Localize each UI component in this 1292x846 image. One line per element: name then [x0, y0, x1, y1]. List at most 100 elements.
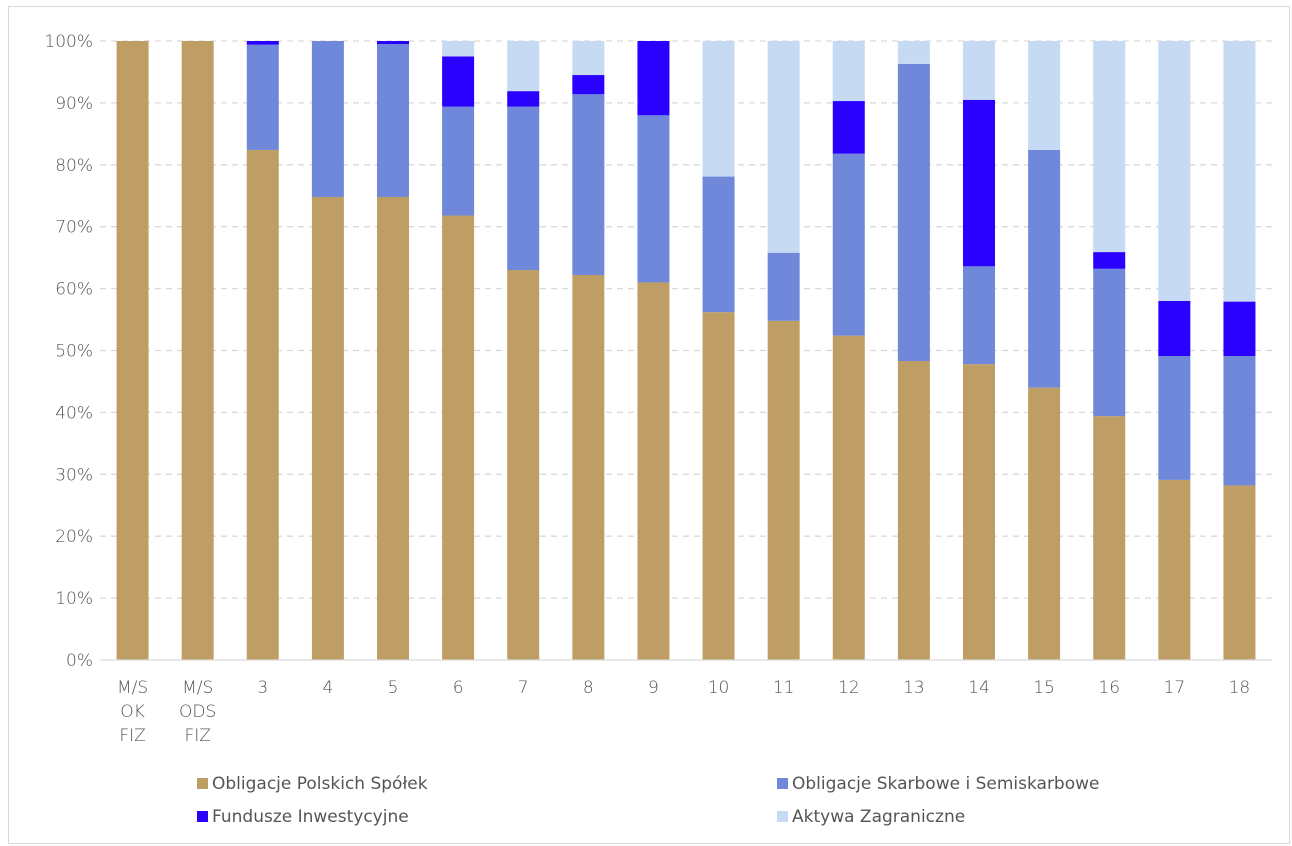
bar-segment — [1093, 268, 1126, 417]
y-tick-label: 20% — [55, 527, 93, 547]
bar-segment — [442, 41, 475, 57]
bar-segment — [832, 101, 865, 154]
bar-segment — [1028, 387, 1061, 660]
bar-segment — [1158, 356, 1191, 480]
x-tick-label: OK — [120, 702, 145, 722]
bar-segment — [442, 106, 475, 216]
bar-segment — [572, 41, 605, 76]
y-tick-label: 10% — [55, 589, 93, 609]
legend-label: Obligacje Skarbowe i Semiskarbowe — [792, 774, 1100, 794]
y-axis: 0% 10% 20% 30% 40% 50% 60% 70% 80% 90% 100% — [44, 32, 93, 671]
x-tick-label: 18 — [1229, 678, 1251, 698]
x-tick-label: 17 — [1164, 678, 1186, 698]
bar-segment — [246, 44, 279, 150]
x-tick-label: 12 — [838, 678, 860, 698]
bar-segment — [572, 75, 605, 95]
bar-segment — [637, 282, 670, 660]
y-tick-label: 70% — [55, 218, 93, 238]
bar-segment — [507, 106, 540, 271]
bar-segment — [963, 41, 995, 100]
bar-segment — [963, 364, 995, 660]
x-tick-label: 4 — [322, 678, 333, 698]
legend-swatch — [777, 811, 788, 822]
x-tick-label: 5 — [388, 678, 399, 698]
bar-segment — [1158, 41, 1191, 301]
x-tick-label: 16 — [1098, 678, 1120, 698]
bar-segment — [442, 56, 475, 107]
x-tick-label: 15 — [1033, 678, 1055, 698]
bar-segment — [377, 41, 409, 45]
bar-segment — [507, 91, 540, 107]
bar-segment — [897, 63, 930, 362]
x-tick-label: FIZ — [184, 726, 210, 746]
bar-segment — [311, 196, 344, 660]
bar-segment — [377, 196, 409, 660]
bar-segment — [1223, 356, 1256, 486]
legend-label: Aktywa Zagraniczne — [792, 807, 965, 827]
x-tick-label: 6 — [453, 678, 464, 698]
x-tick-label: ODS — [179, 702, 216, 722]
bar-segment — [767, 320, 800, 660]
x-tick-label: 9 — [648, 678, 659, 698]
y-tick-label: 40% — [55, 403, 93, 423]
bar-segment — [1223, 485, 1256, 660]
x-tick-label: 14 — [968, 678, 990, 698]
bar-segment — [767, 41, 800, 253]
bar-segment — [963, 266, 995, 365]
bar-segment — [767, 252, 800, 321]
y-tick-label: 30% — [55, 465, 93, 485]
x-tick-label: 11 — [773, 678, 795, 698]
bar-segment — [572, 274, 605, 660]
y-tick-label: 50% — [55, 342, 93, 362]
bar-segment — [897, 41, 930, 64]
bar-segment — [311, 41, 344, 197]
bar-segment — [832, 41, 865, 102]
bar-segment — [1093, 416, 1126, 660]
y-tick-label: 100% — [44, 32, 93, 52]
bar-segment — [637, 41, 670, 116]
bar-segment — [637, 115, 670, 283]
bar-segment — [507, 270, 540, 660]
legend-swatch — [197, 778, 208, 789]
bar-segment — [963, 99, 995, 267]
bar-segment — [507, 41, 540, 92]
bar-segment — [702, 41, 735, 177]
x-tick-label: M/S — [117, 678, 148, 698]
legend-swatch — [777, 778, 788, 789]
x-axis: M/S OK FIZ M/S ODS FIZ 3 4 5 6 7 8 9 10 11 12 13 14 15 16 17… — [100, 659, 1272, 746]
bar-segment — [572, 94, 605, 275]
y-tick-label: 60% — [55, 280, 93, 300]
bar-segment — [1158, 300, 1191, 357]
y-tick-label: 0% — [66, 651, 93, 671]
bar-segment — [442, 215, 475, 661]
y-tick-label: 80% — [55, 156, 93, 176]
y-tick-label: 90% — [55, 94, 93, 114]
x-tick-label: 10 — [708, 678, 730, 698]
x-tick-label: M/S — [182, 678, 213, 698]
bar-segment — [1223, 41, 1256, 302]
bar-segment — [832, 153, 865, 336]
bars — [116, 41, 1256, 661]
bar-segment — [1158, 479, 1191, 660]
x-tick-label: 3 — [257, 678, 268, 698]
bar-segment — [116, 41, 149, 660]
bar-segment — [1223, 301, 1256, 357]
x-tick-label: FIZ — [119, 726, 145, 746]
bar-segment — [246, 149, 279, 660]
bar-segment — [1093, 252, 1126, 269]
legend: Obligacje Polskich Spółek Obligacje Skarb… — [197, 774, 1100, 827]
legend-label: Fundusze Inwestycyjne — [212, 807, 409, 827]
x-tick-label: 7 — [518, 678, 529, 698]
bar-segment — [702, 176, 735, 313]
bar-segment — [1028, 41, 1061, 150]
bar-segment — [1093, 41, 1126, 253]
x-tick-label: 13 — [903, 678, 925, 698]
bar-segment — [897, 361, 930, 660]
bar-segment — [181, 41, 214, 660]
bar-segment — [702, 312, 735, 660]
bar-segment — [832, 335, 865, 660]
gridlines — [100, 40, 1272, 599]
x-tick-label: 8 — [583, 678, 594, 698]
bar-segment — [1028, 149, 1061, 388]
